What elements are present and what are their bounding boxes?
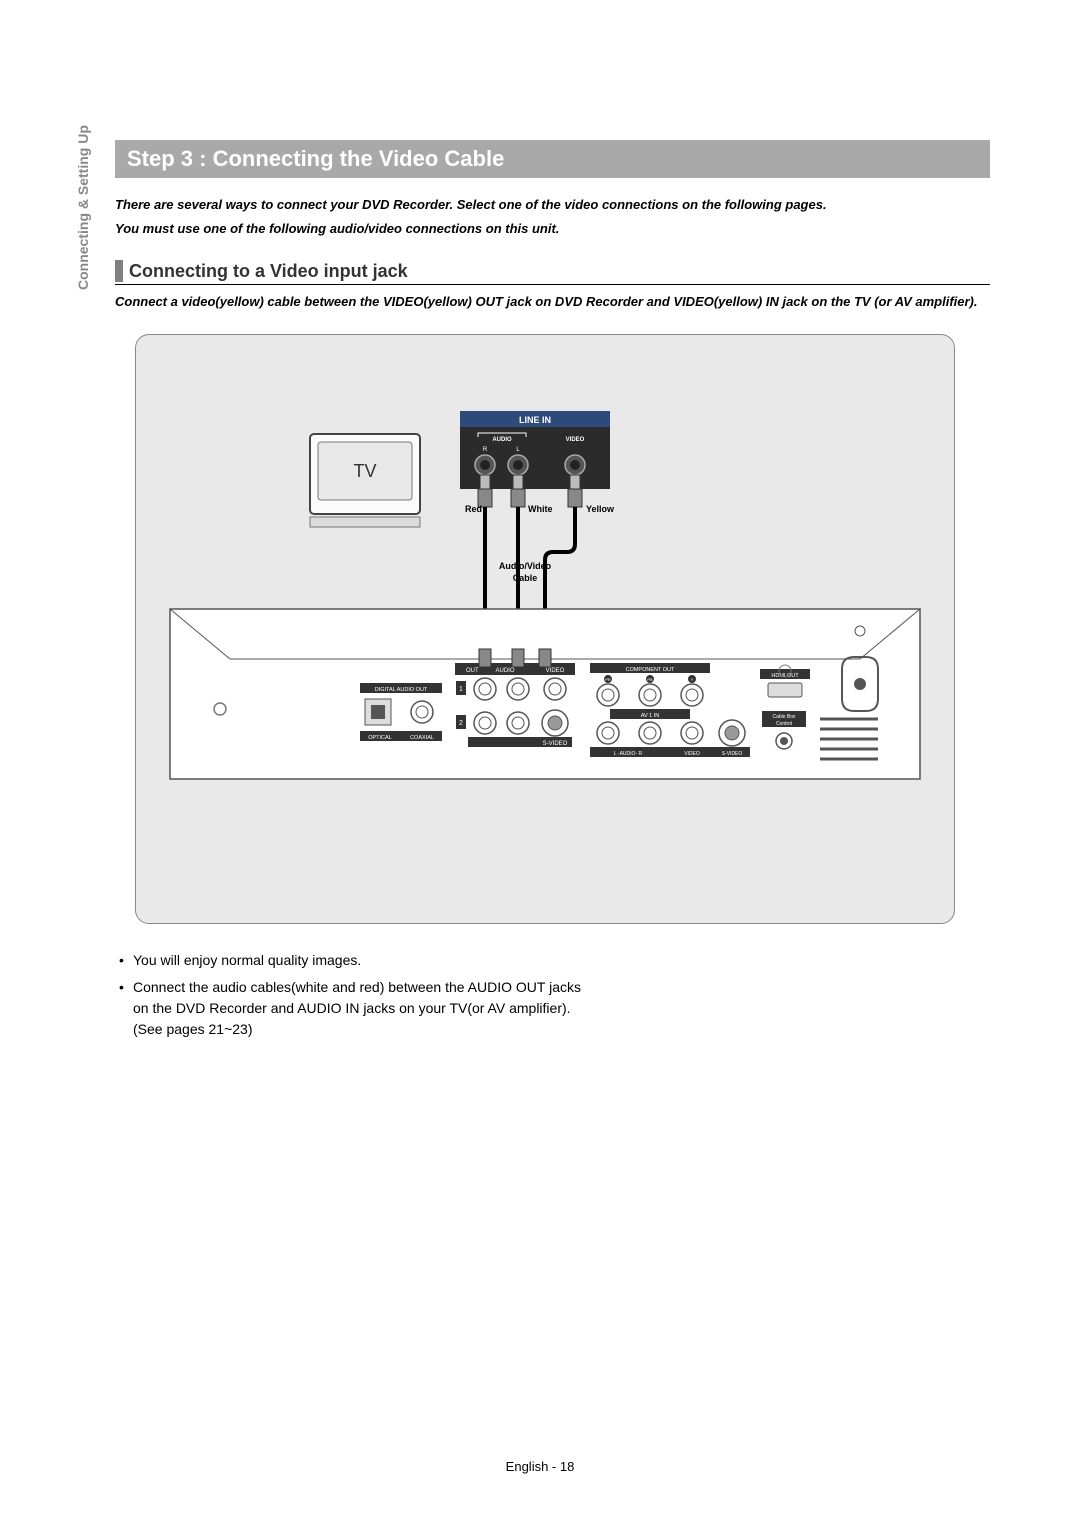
connection-diagram: TV LINE IN AUDIO VIDEO R L bbox=[135, 334, 955, 924]
note-item: Connect the audio cables(white and red) … bbox=[119, 977, 589, 1040]
svg-text:AUDIO: AUDIO bbox=[495, 668, 514, 674]
svg-text:AUDIO: AUDIO bbox=[492, 437, 512, 443]
svg-text:1: 1 bbox=[459, 686, 463, 693]
page-footer: English - 18 bbox=[0, 1459, 1080, 1474]
step-title-bar: Step 3 : Connecting the Video Cable bbox=[115, 140, 990, 178]
intro-paragraph-1: There are several ways to connect your D… bbox=[115, 196, 990, 214]
svg-text:L -AUDIO- R: L -AUDIO- R bbox=[614, 751, 643, 757]
svg-text:Red: Red bbox=[465, 504, 482, 514]
svg-text:White: White bbox=[528, 504, 553, 514]
svg-text:Control: Control bbox=[776, 721, 792, 727]
svg-text:OPTICAL: OPTICAL bbox=[368, 735, 392, 741]
subheading-text: Connecting to a Video input jack bbox=[129, 261, 408, 282]
tv-icon: TV bbox=[310, 434, 420, 527]
svg-text:S-VIDEO: S-VIDEO bbox=[722, 751, 743, 757]
svg-text:VIDEO: VIDEO bbox=[684, 751, 700, 757]
svg-text:R: R bbox=[483, 447, 488, 453]
dvd-recorder-back: OUT AUDIO VIDEO 1 2 bbox=[170, 609, 920, 779]
svg-text:2: 2 bbox=[459, 720, 463, 727]
svg-text:COAXIAL: COAXIAL bbox=[410, 735, 434, 741]
svg-text:COMPONENT OUT: COMPONENT OUT bbox=[626, 667, 675, 673]
subheading-row: Connecting to a Video input jack bbox=[115, 260, 990, 285]
subheading-description: Connect a video(yellow) cable between th… bbox=[115, 293, 990, 311]
svg-text:PR: PR bbox=[605, 677, 611, 682]
svg-text:PB: PB bbox=[647, 677, 653, 682]
svg-text:Cable Box: Cable Box bbox=[772, 714, 796, 720]
svg-text:VIDEO: VIDEO bbox=[566, 437, 585, 443]
note-item: You will enjoy normal quality images. bbox=[119, 950, 589, 971]
intro-paragraph-2: You must use one of the following audio/… bbox=[115, 220, 990, 238]
svg-text:Y: Y bbox=[691, 677, 694, 682]
svg-text:AV 1 IN: AV 1 IN bbox=[641, 713, 660, 719]
side-section-label: Connecting & Setting Up bbox=[75, 125, 91, 290]
svg-text:Cable: Cable bbox=[513, 573, 538, 583]
svg-text:Yellow: Yellow bbox=[586, 504, 615, 514]
svg-text:Audio/Video: Audio/Video bbox=[499, 561, 552, 571]
svg-text:HDMI OUT: HDMI OUT bbox=[771, 673, 799, 679]
svg-text:DIGITAL AUDIO OUT: DIGITAL AUDIO OUT bbox=[375, 687, 428, 693]
svg-text:S-VIDEO: S-VIDEO bbox=[543, 741, 568, 747]
svg-text:OUT: OUT bbox=[466, 668, 479, 674]
svg-text:VIDEO: VIDEO bbox=[546, 668, 565, 674]
notes-list: You will enjoy normal quality images. Co… bbox=[119, 950, 990, 1040]
diagram-svg: TV LINE IN AUDIO VIDEO R L bbox=[160, 369, 930, 889]
svg-text:TV: TV bbox=[353, 461, 376, 481]
svg-text:LINE IN: LINE IN bbox=[519, 415, 551, 425]
subheading-accent-bar bbox=[115, 260, 123, 282]
